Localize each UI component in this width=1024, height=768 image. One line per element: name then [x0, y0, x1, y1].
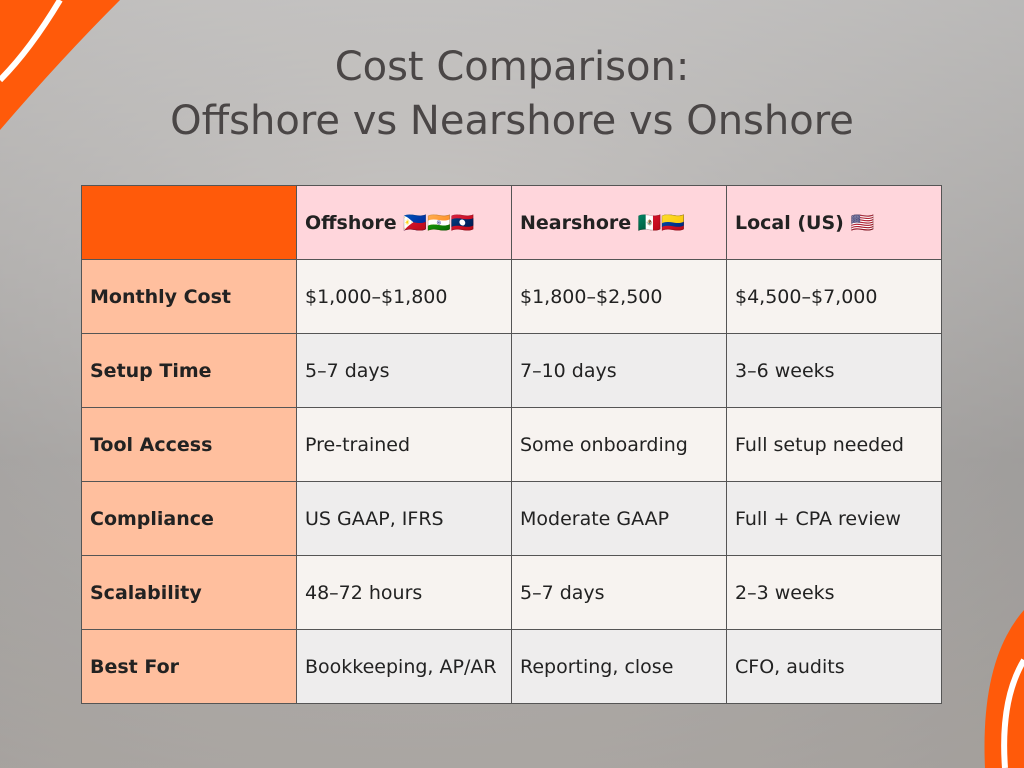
cell: $4,500–$7,000	[726, 259, 942, 334]
header-cell	[81, 185, 297, 260]
table-row: Tool Access Pre-trained Some onboarding Ful…	[81, 407, 942, 482]
cell: $1,000–$1,800	[296, 259, 512, 334]
cell: Pre-trained	[296, 407, 512, 482]
title-line: Cost Comparison:	[334, 44, 690, 90]
cell: Bookkeeping, AP/AR	[296, 629, 512, 704]
corner-stripe	[1001, 658, 1024, 768]
cell: 2–3 weeks	[726, 555, 942, 630]
row-label: Monthly Cost	[81, 259, 297, 334]
header-cell: Local (US) 🇺🇸	[726, 185, 942, 260]
cell: CFO, audits	[726, 629, 942, 704]
cell: 7–10 days	[511, 333, 727, 408]
row-label: Best For	[81, 629, 297, 704]
cell: Full + CPA review	[726, 481, 942, 556]
comparison-table: Offshore 🇵🇭🇮🇳🇱🇦 Nearshore 🇲🇽🇨🇴 Local (US) …	[81, 185, 942, 704]
row-label: Scalability	[81, 555, 297, 630]
table-row: Monthly Cost $1,000–$1,800 $1,800–$2,500 $4…	[81, 259, 942, 334]
corner-shape	[984, 610, 1024, 768]
cell: 5–7 days	[511, 555, 727, 630]
corner-shape	[0, 0, 120, 130]
row-label: Tool Access	[81, 407, 297, 482]
table-row: Setup Time 5–7 days 7–10 days 3–6 weeks	[81, 333, 942, 408]
cell: Moderate GAAP	[511, 481, 727, 556]
header-row: Offshore 🇵🇭🇮🇳🇱🇦 Nearshore 🇲🇽🇨🇴 Local (US) …	[81, 185, 942, 260]
cell: US GAAP, IFRS	[296, 481, 512, 556]
row-label: Setup Time	[81, 333, 297, 408]
cell: $1,800–$2,500	[511, 259, 727, 334]
cell: Some onboarding	[511, 407, 727, 482]
header-cell: Nearshore 🇲🇽🇨🇴	[511, 185, 727, 260]
table-row: Best For Bookkeeping, AP/AR Reporting, clo…	[81, 629, 942, 704]
row-label: Compliance	[81, 481, 297, 556]
cell: Full setup needed	[726, 407, 942, 482]
corner-stripe	[0, 0, 63, 83]
cell: Reporting, close	[511, 629, 727, 704]
header-cell: Offshore 🇵🇭🇮🇳🇱🇦	[296, 185, 512, 260]
title-line: Offshore vs Nearshore vs Onshore	[170, 98, 854, 144]
cell: 3–6 weeks	[726, 333, 942, 408]
cell: 48–72 hours	[296, 555, 512, 630]
table-row: Compliance US GAAP, IFRS Moderate GAAP Full…	[81, 481, 942, 556]
title: Cost Comparison: Offshore vs Nearshore v…	[0, 40, 1024, 148]
table-row: Scalability 48–72 hours 5–7 days 2–3 weeks	[81, 555, 942, 630]
cell: 5–7 days	[296, 333, 512, 408]
